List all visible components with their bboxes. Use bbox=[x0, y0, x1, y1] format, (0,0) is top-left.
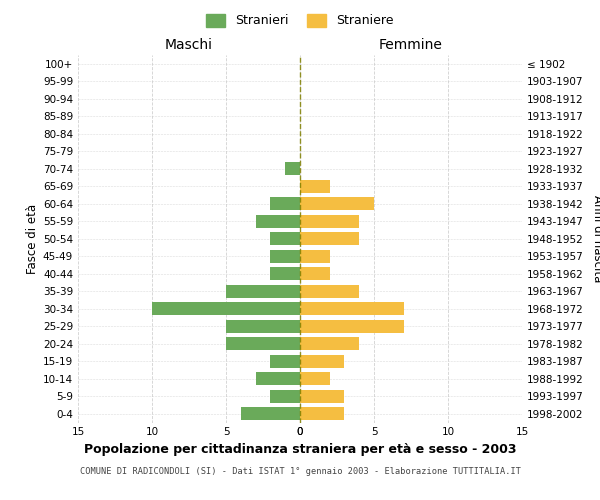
Bar bbox=[226, 320, 300, 332]
Bar bbox=[271, 355, 300, 368]
Bar bbox=[300, 215, 359, 228]
Bar bbox=[256, 215, 300, 228]
Legend: Stranieri, Straniere: Stranieri, Straniere bbox=[202, 8, 398, 32]
Bar bbox=[300, 355, 344, 368]
Bar bbox=[300, 198, 374, 210]
Title: Maschi: Maschi bbox=[165, 38, 213, 52]
Bar bbox=[300, 320, 404, 332]
Bar bbox=[300, 302, 404, 315]
Title: Femmine: Femmine bbox=[379, 38, 443, 52]
Bar bbox=[271, 390, 300, 402]
Bar bbox=[300, 338, 359, 350]
Bar bbox=[271, 250, 300, 262]
Bar bbox=[241, 408, 300, 420]
Bar bbox=[300, 408, 344, 420]
Bar bbox=[300, 390, 344, 402]
Y-axis label: Fasce di età: Fasce di età bbox=[26, 204, 39, 274]
Bar bbox=[300, 180, 329, 192]
Bar bbox=[300, 372, 329, 385]
Y-axis label: Anni di nascita: Anni di nascita bbox=[590, 195, 600, 282]
Text: Popolazione per cittadinanza straniera per età e sesso - 2003: Popolazione per cittadinanza straniera p… bbox=[84, 442, 516, 456]
Bar bbox=[226, 338, 300, 350]
Bar bbox=[300, 285, 359, 298]
Bar bbox=[256, 372, 300, 385]
Bar bbox=[152, 302, 300, 315]
Bar bbox=[285, 162, 300, 175]
Bar bbox=[271, 198, 300, 210]
Bar bbox=[271, 232, 300, 245]
Bar bbox=[300, 268, 329, 280]
Bar bbox=[271, 268, 300, 280]
Bar bbox=[300, 232, 359, 245]
Bar bbox=[226, 285, 300, 298]
Text: COMUNE DI RADICONDOLI (SI) - Dati ISTAT 1° gennaio 2003 - Elaborazione TUTTITALI: COMUNE DI RADICONDOLI (SI) - Dati ISTAT … bbox=[79, 466, 521, 475]
Bar bbox=[300, 250, 329, 262]
